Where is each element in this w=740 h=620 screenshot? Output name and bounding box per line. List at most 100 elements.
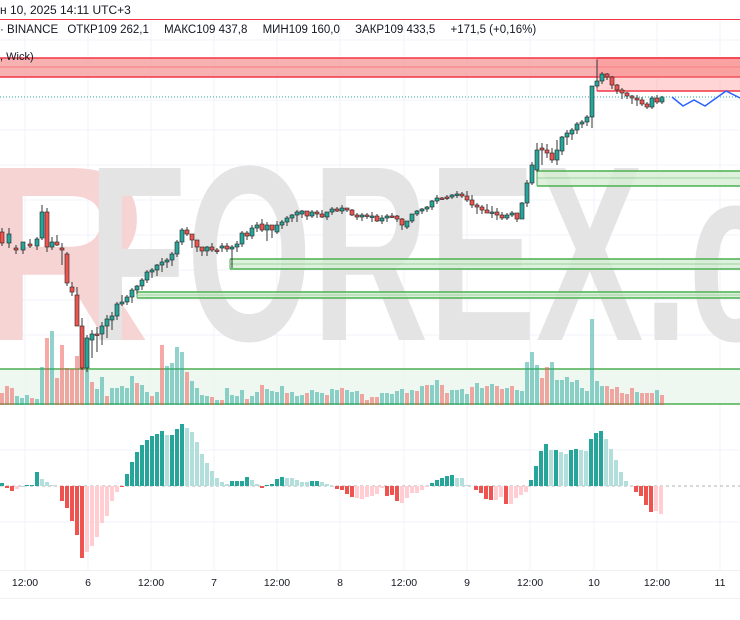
zone-supply	[0, 57, 740, 78]
candle	[454, 191, 460, 198]
candle-body	[414, 210, 420, 215]
oscillator-bar	[609, 449, 613, 486]
candle-body	[649, 97, 655, 108]
candle	[214, 248, 220, 254]
oscillator-bar	[50, 485, 54, 486]
candle-body	[639, 99, 645, 105]
candle-body	[424, 206, 430, 210]
candle	[649, 96, 655, 109]
candle-body	[239, 232, 245, 245]
candle	[574, 122, 580, 134]
volume-bar	[270, 391, 274, 405]
candle-body	[134, 285, 140, 291]
candle-body	[409, 213, 415, 222]
candle-body	[79, 325, 85, 369]
volume-bar	[240, 390, 244, 405]
oscillator-bar	[544, 444, 548, 486]
candle-body	[594, 80, 600, 87]
volume-bar	[225, 388, 229, 405]
volume-bar	[140, 385, 144, 405]
volume-bar	[210, 397, 214, 405]
candle	[434, 195, 440, 204]
indicator-label[interactable]: , Wick)	[0, 51, 34, 63]
oscillator-bar	[435, 480, 439, 486]
oscillator-bar	[305, 482, 309, 486]
oscillator-bar	[619, 472, 623, 486]
oscillator-bar	[60, 486, 64, 501]
volume-bar	[220, 400, 224, 405]
oscillator-bar	[115, 486, 119, 492]
volume-bar	[510, 386, 514, 405]
candle	[299, 210, 305, 218]
oscillator-bar	[325, 484, 329, 486]
candle-body	[184, 229, 190, 235]
candle	[624, 92, 630, 99]
forecast-line[interactable]	[671, 90, 740, 107]
oscillator-bar	[400, 486, 404, 503]
candle-body	[289, 214, 295, 219]
candle-body	[344, 207, 350, 211]
candle	[64, 252, 70, 286]
volume-bar	[585, 391, 589, 405]
volume-bar	[190, 381, 194, 405]
candle-body	[304, 210, 310, 217]
oscillator-bar	[195, 442, 199, 486]
volume-bar	[655, 390, 659, 405]
time-axis[interactable]: 12:00 6 12:00 7 12:00 8 12:00 9 12:00 10 12:00 11	[0, 570, 740, 599]
oscillator-bar	[504, 486, 508, 504]
oscillator-bar	[559, 452, 563, 486]
candle	[409, 213, 415, 223]
oscillator-bar	[425, 486, 429, 487]
volume-bar	[245, 399, 249, 405]
candle	[284, 216, 290, 226]
candle	[509, 211, 515, 217]
volume-bar	[365, 400, 369, 405]
volume-bar	[170, 363, 174, 405]
candle-body	[314, 211, 320, 215]
candle	[34, 237, 40, 250]
oscillator-bar	[275, 479, 279, 486]
volume-bar	[385, 393, 389, 405]
candle	[229, 245, 235, 268]
candle	[244, 231, 250, 240]
candle	[544, 144, 550, 158]
candle-body	[634, 97, 640, 101]
oscillator-bar	[524, 486, 528, 492]
candle	[324, 211, 330, 220]
oscillator-bar	[80, 486, 84, 558]
candle	[344, 207, 350, 212]
oscillator-bar	[300, 482, 304, 486]
volume-bar	[300, 395, 304, 405]
oscillator-bar	[315, 481, 319, 486]
volume-bar	[325, 395, 329, 405]
volume-bar	[410, 390, 414, 405]
candle	[529, 162, 535, 185]
volume-bar	[445, 393, 449, 405]
candle	[209, 243, 215, 252]
volume-bar	[0, 393, 4, 405]
candle	[314, 210, 320, 218]
candle-body	[439, 197, 445, 200]
candle	[20, 241, 26, 254]
oscillator-bar	[390, 486, 394, 495]
candle-body	[69, 286, 75, 293]
candle-body	[434, 197, 440, 202]
candle	[44, 208, 50, 252]
volume-bar	[200, 395, 204, 405]
candle-body	[524, 182, 530, 204]
volume-bar	[435, 380, 439, 405]
volume-bar	[285, 393, 289, 405]
candle-body	[459, 193, 465, 197]
oscillator-bar	[529, 480, 533, 486]
volume-bar	[175, 347, 179, 405]
candle-body	[479, 206, 485, 211]
volume-bar	[540, 378, 544, 405]
candle-body	[94, 333, 100, 336]
candle	[304, 210, 310, 220]
oscillator-bar	[295, 480, 299, 486]
oscillator-bar	[360, 486, 364, 499]
candle	[104, 315, 110, 338]
volume-bar	[205, 396, 209, 405]
oscillator-bar	[380, 486, 384, 488]
